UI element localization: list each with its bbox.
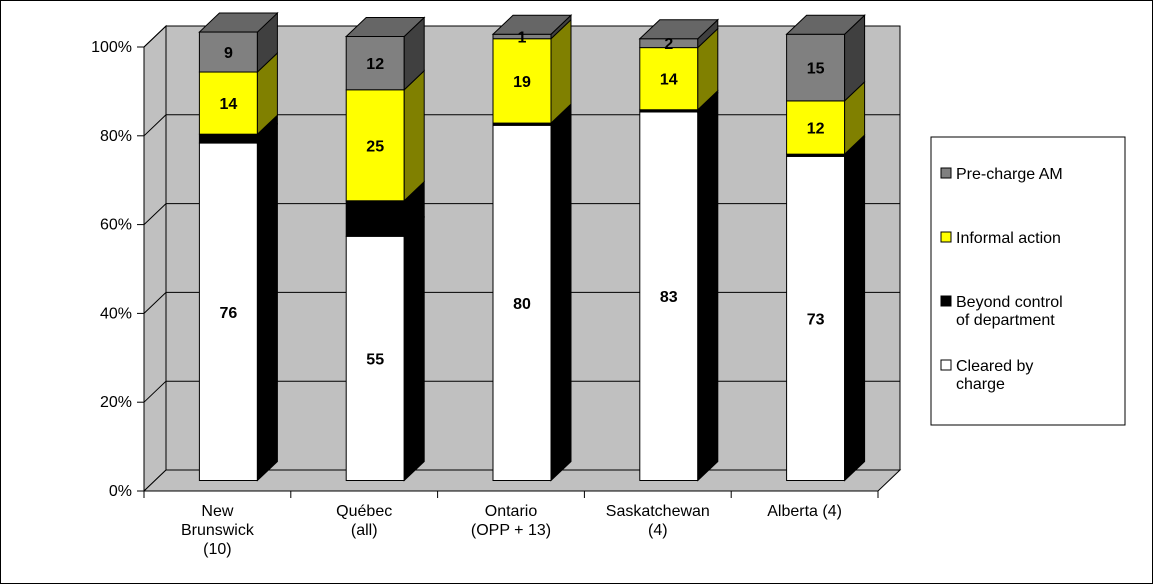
data-label: 9 — [224, 45, 233, 62]
bar-side — [697, 91, 719, 482]
y-tick-label: 100% — [91, 39, 132, 56]
bar-top — [491, 14, 573, 35]
data-label: 1 — [518, 30, 527, 47]
bar-segment — [786, 100, 846, 155]
category-label: (OPP + 13) — [471, 522, 551, 539]
side-wall — [143, 24, 167, 493]
category-label: (all) — [351, 522, 378, 539]
legend-label: Cleared by — [956, 358, 1033, 375]
category-label: New — [201, 503, 233, 520]
legend-swatch — [940, 167, 952, 179]
bar-segment — [639, 111, 699, 481]
legend-box — [930, 136, 1126, 426]
bar-top — [344, 17, 426, 37]
bar-side — [403, 216, 425, 482]
data-label: 14 — [660, 72, 678, 89]
bar-segment — [198, 31, 258, 73]
legend-swatch — [940, 295, 952, 307]
category-label: Saskatchewan — [606, 503, 710, 520]
bar-top — [198, 12, 279, 33]
category-label: Québec — [336, 503, 392, 520]
y-tick-label: 40% — [100, 305, 132, 322]
y-tick-label: 60% — [100, 217, 132, 234]
data-label: 2 — [664, 36, 673, 53]
data-label: 15 — [807, 61, 825, 78]
data-label: 83 — [660, 289, 678, 306]
data-label: 12 — [366, 56, 384, 73]
y-tick-label: 80% — [100, 128, 132, 145]
y-tick-label: 20% — [100, 394, 132, 411]
bar-segment — [345, 235, 405, 481]
bar-top — [785, 14, 866, 35]
bar-top — [638, 19, 720, 40]
data-label: 25 — [366, 138, 384, 155]
bar-segment — [345, 36, 405, 91]
legend-swatch — [940, 231, 952, 243]
y-tick-label: 0% — [109, 483, 132, 500]
data-label: 14 — [220, 96, 238, 113]
bar-side — [844, 136, 866, 482]
bar-segment — [198, 133, 258, 144]
bar-segment — [492, 38, 552, 124]
data-label: 55 — [366, 351, 384, 368]
legend-label: Beyond control — [956, 294, 1063, 311]
data-label: 73 — [807, 311, 825, 328]
category-label: Brunswick — [181, 522, 255, 539]
data-label: 80 — [513, 296, 531, 313]
legend-label: of department — [956, 312, 1055, 329]
category-label: Ontario — [485, 503, 538, 520]
legend-label: charge — [956, 376, 1005, 393]
data-label: 12 — [807, 121, 825, 138]
data-label: 19 — [513, 74, 531, 91]
bar-segment — [345, 89, 405, 202]
legend-swatch — [940, 359, 952, 371]
category-label: (10) — [203, 541, 231, 558]
bar-segment — [492, 124, 552, 482]
data-label: 76 — [220, 305, 238, 322]
bar-segment — [639, 47, 699, 111]
bar-side — [256, 122, 278, 482]
bar-segment — [198, 71, 258, 135]
legend-label: Pre-charge AM — [956, 166, 1063, 183]
category-label: (4) — [648, 522, 668, 539]
bar-side — [403, 69, 425, 202]
bar-segment — [345, 200, 405, 237]
legend-label: Informal action — [956, 230, 1061, 247]
bar-side — [550, 105, 572, 482]
category-label: Alberta (4) — [767, 503, 842, 520]
